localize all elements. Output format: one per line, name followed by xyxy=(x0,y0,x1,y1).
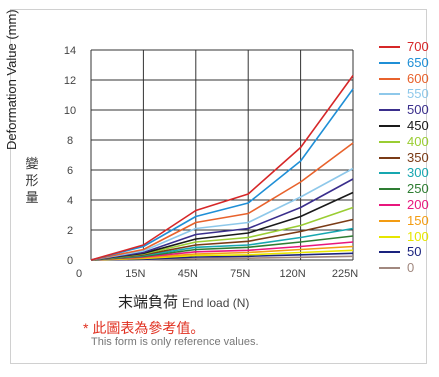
legend-swatch xyxy=(379,77,400,80)
legend-swatch xyxy=(379,235,400,238)
x-axis-label-cn: 末端負荷 xyxy=(118,294,179,311)
legend: 700 650 600 550 500 450 400 350 300 250 200 150 100 5… xyxy=(379,39,439,276)
x-axis-label-en: End load (N) xyxy=(182,296,250,310)
legend-item-200: 200 xyxy=(379,197,439,213)
legend-label: 0 xyxy=(407,260,415,276)
x-tick-label: 225N xyxy=(332,268,358,280)
series-line-650 xyxy=(90,88,354,261)
legend-label: 50 xyxy=(407,244,422,260)
y-axis-label-cn-3: 量 xyxy=(25,190,39,205)
y-tick-label: 6 xyxy=(67,165,73,177)
series-line-550 xyxy=(90,167,354,261)
legend-label: 300 xyxy=(407,165,429,181)
legend-swatch xyxy=(379,124,400,127)
legend-swatch xyxy=(379,172,400,175)
x-tick-label: 120N xyxy=(279,268,305,280)
legend-swatch xyxy=(379,61,400,64)
legend-item-50: 50 xyxy=(379,244,439,260)
legend-label: 450 xyxy=(407,117,429,133)
x-axis-label: 末端負荷 End load (N) xyxy=(118,291,249,312)
legend-label: 200 xyxy=(407,196,429,212)
y-tick-label: 0 xyxy=(67,255,73,267)
legend-label: 150 xyxy=(407,212,429,228)
y-tick-label: 14 xyxy=(64,45,76,57)
y-tick-labels: 0 2 4 6 8 10 12 14 xyxy=(64,45,76,267)
series-line-500 xyxy=(90,178,354,261)
series-line-600 xyxy=(90,142,354,261)
series-line-700 xyxy=(90,75,354,261)
legend-label: 700 xyxy=(407,39,429,54)
y-tick-label: 4 xyxy=(67,195,73,207)
legend-item-350: 350 xyxy=(379,150,439,166)
legend-label: 400 xyxy=(407,133,429,149)
legend-item-250: 250 xyxy=(379,181,439,197)
grid-lines xyxy=(90,49,354,261)
legend-label: 100 xyxy=(407,228,429,244)
x-tick-label: 75N xyxy=(230,268,250,280)
y-axis-label: Deformation Value (mm) xyxy=(4,9,19,150)
y-tick-label: 10 xyxy=(64,105,76,117)
y-tick-label: 12 xyxy=(64,75,76,87)
legend-item-0: 0 xyxy=(379,260,439,276)
legend-label: 350 xyxy=(407,149,429,165)
legend-swatch xyxy=(379,219,400,222)
x-tick-labels: 0 15N 45N 75N 120N 225N xyxy=(76,268,358,280)
legend-item-500: 500 xyxy=(379,102,439,118)
series-lines xyxy=(90,75,354,261)
legend-item-450: 450 xyxy=(379,118,439,134)
legend-swatch xyxy=(379,140,400,143)
reference-note-en: This form is only reference values. xyxy=(91,336,259,348)
legend-swatch xyxy=(379,93,400,96)
legend-item-600: 600 xyxy=(379,71,439,87)
y-axis-label-cn-1: 變 xyxy=(25,156,39,171)
legend-swatch xyxy=(379,188,400,191)
x-tick-label: 15N xyxy=(125,268,145,280)
legend-item-700: 700 xyxy=(379,39,439,55)
legend-swatch xyxy=(379,267,400,270)
chart-frame xyxy=(10,9,427,364)
legend-swatch xyxy=(379,203,400,206)
legend-label: 550 xyxy=(407,86,429,102)
legend-item-150: 150 xyxy=(379,213,439,229)
legend-item-100: 100 xyxy=(379,229,439,245)
legend-label: 650 xyxy=(407,54,429,70)
legend-label: 500 xyxy=(407,102,429,118)
legend-item-300: 300 xyxy=(379,165,439,181)
legend-swatch xyxy=(379,156,400,159)
legend-item-550: 550 xyxy=(379,86,439,102)
y-tick-label: 8 xyxy=(67,135,73,147)
y-axis-label-cn-2: 形 xyxy=(25,173,39,188)
legend-swatch xyxy=(379,109,400,112)
legend-item-400: 400 xyxy=(379,134,439,150)
x-tick-label: 45N xyxy=(178,268,198,280)
legend-item-650: 650 xyxy=(379,55,439,71)
legend-swatch xyxy=(379,46,400,48)
reference-note-cn: * 此圖表為參考值。 xyxy=(83,320,205,336)
legend-label: 600 xyxy=(407,70,429,86)
legend-label: 250 xyxy=(407,181,429,197)
x-tick-label: 0 xyxy=(76,268,82,280)
legend-swatch xyxy=(379,251,400,254)
y-tick-label: 2 xyxy=(67,225,73,237)
